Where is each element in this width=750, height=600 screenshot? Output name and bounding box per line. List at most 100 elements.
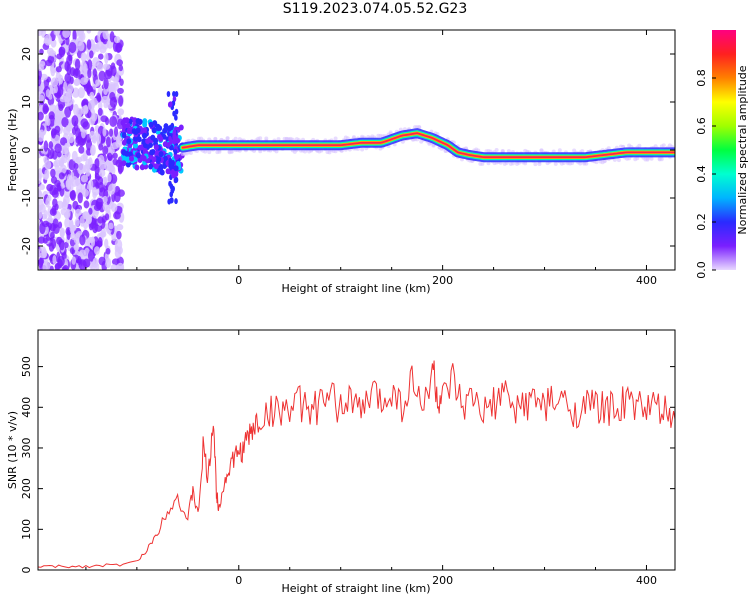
y-tick-label: 100 <box>20 519 33 540</box>
spectrogram-point <box>86 30 92 34</box>
spectrogram-point <box>174 108 179 115</box>
spectrogram-point <box>118 64 124 72</box>
spectrogram-point <box>78 136 87 146</box>
spectrogram-point <box>103 176 108 186</box>
spectrogram-point <box>105 248 111 255</box>
spectrogram-point <box>510 161 515 166</box>
spectrogram-point <box>110 65 117 77</box>
spectrogram-point <box>165 168 171 175</box>
spectrogram-point <box>580 149 585 154</box>
spectrogram-point <box>233 136 238 141</box>
spectrogram-point <box>71 150 78 162</box>
spectrogram-point <box>557 148 562 153</box>
spectrogram-point <box>61 266 68 270</box>
spectrogram-point <box>65 208 71 217</box>
spectrogram-point <box>81 129 86 139</box>
spectrogram-point <box>87 68 92 79</box>
spectrogram-point <box>121 149 127 156</box>
spectrogram-point <box>59 228 65 238</box>
spectrogram-point <box>64 217 71 229</box>
spectrogram-point <box>148 163 154 170</box>
spectrogram-point <box>97 107 103 116</box>
spectrogram-point <box>170 122 175 129</box>
spectrogram-point <box>45 59 53 67</box>
spectrogram-point <box>63 81 68 93</box>
spectrogram-point <box>54 158 61 168</box>
spectrogram-point <box>659 157 664 162</box>
spectrogram-point <box>38 204 42 212</box>
chart-title: S119.2023.074.05.52.G23 <box>282 1 468 17</box>
snr-x-ticks: 0 200 400 <box>85 330 657 587</box>
spectrogram-point <box>75 178 81 186</box>
spectrogram-point <box>53 85 58 94</box>
spectrogram-point <box>174 176 179 183</box>
spectrogram-point <box>54 164 61 176</box>
y-tick-label: -10 <box>20 189 33 207</box>
spectrogram-point <box>162 141 168 148</box>
spectrogram-point <box>94 224 103 232</box>
y-tick-label: 10 <box>20 95 33 109</box>
spectrogram-point <box>616 158 621 163</box>
spectrogram-point <box>60 154 65 165</box>
spectrogram-point <box>207 150 212 155</box>
spectrogram-point <box>107 152 113 161</box>
spectrogram-point <box>38 257 45 266</box>
spectrogram-point <box>77 87 85 99</box>
spectrogram-point <box>116 262 125 270</box>
spectrogram-point <box>172 138 177 145</box>
spectrogram-point <box>98 143 104 151</box>
spectrogram-point <box>65 178 72 190</box>
spectrogram-point <box>661 143 666 148</box>
spectrogram-point <box>105 136 111 148</box>
spectrogram-point <box>54 143 62 154</box>
spectrogram-point <box>94 131 99 141</box>
x-tick-label: 400 <box>636 274 657 287</box>
spectrogram-point <box>100 115 109 123</box>
colorbar-tick-label: 0.6 <box>695 117 708 135</box>
spectrogram-point <box>59 240 65 251</box>
colorbar-ticks: 0.0 0.2 0.4 0.6 0.8 <box>695 69 716 279</box>
spectrogram-point <box>103 77 109 90</box>
spectrogram-point <box>158 151 164 158</box>
spectrogram-point <box>533 162 538 167</box>
spectrogram-point <box>115 159 123 168</box>
spectrogram-point <box>480 161 485 166</box>
spectrogram-point <box>139 164 145 171</box>
spectrogram-point <box>162 155 168 162</box>
spectrogram-point <box>112 152 118 160</box>
spectrogram-point <box>38 75 42 87</box>
spectrogram-point <box>48 141 54 149</box>
spectrogram-point <box>42 103 49 115</box>
spectrogram-point <box>649 156 654 161</box>
spectrogram-point <box>53 30 61 36</box>
spectrogram-point <box>578 161 583 166</box>
spectrogram-point <box>54 125 61 134</box>
spectrogram-point <box>274 149 279 154</box>
spectrogram-point <box>98 53 104 60</box>
spectrogram-point <box>71 115 79 127</box>
spectrogram-point <box>94 172 100 182</box>
spectrogram-point <box>39 48 44 55</box>
spectrogram-point <box>158 135 164 142</box>
spectrogram-point <box>109 128 114 137</box>
spectrogram-point <box>172 90 176 97</box>
spectrogram-point <box>88 207 93 215</box>
spectrogram-point <box>229 149 234 154</box>
x-tick-label: 400 <box>636 574 657 587</box>
spectrogram-point <box>62 30 71 39</box>
spectrogram-point <box>53 187 59 195</box>
spectrogram-point <box>188 151 193 156</box>
spectrogram-point <box>38 173 42 184</box>
spectrogram-point <box>77 255 82 266</box>
spectrogram-point <box>125 122 131 129</box>
spectrogram-y-axis-label: Frequency (Hz) <box>6 109 19 192</box>
spectrogram-point <box>107 173 112 183</box>
spectrogram-point <box>45 89 51 98</box>
spectrogram-point <box>121 139 127 146</box>
spectrogram-point <box>172 129 177 136</box>
spectrogram-point <box>44 34 52 46</box>
snr-line-layer <box>38 360 675 569</box>
spectrogram-point <box>102 63 111 70</box>
spectrogram-point <box>117 87 124 94</box>
spectrogram-point <box>102 30 109 40</box>
